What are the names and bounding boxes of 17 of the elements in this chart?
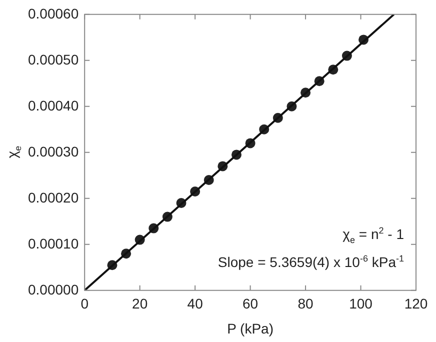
x-tick-label: 60: [242, 296, 258, 312]
x-axis-title: P (kPa): [227, 320, 274, 336]
y-tick-label: 0.00000: [28, 281, 79, 298]
y-tick-label: 0.00020: [28, 189, 79, 206]
x-tick-label: 0: [80, 296, 89, 312]
y-tick-label: 0.00050: [28, 51, 79, 68]
y-tick-label: 0.00010: [28, 235, 79, 252]
annotation: χ$_{e}$ = n$^{2}$ - 1: [342, 226, 404, 246]
x-tick-label: 120: [404, 296, 428, 312]
x-tick-label: 20: [132, 296, 148, 312]
x-tick-label: 100: [349, 296, 373, 312]
annotation: Slope = 5.3659(4) x 10$^{-6}$ kPa$^{-1}$: [218, 254, 404, 270]
x-tick-label: 40: [187, 296, 204, 312]
y-tick-label: 0.00030: [28, 143, 79, 160]
y-tick-label: 0.00060: [28, 5, 79, 22]
y-tick-label: 0.00040: [28, 97, 79, 114]
x-tick-label: 80: [298, 296, 314, 312]
